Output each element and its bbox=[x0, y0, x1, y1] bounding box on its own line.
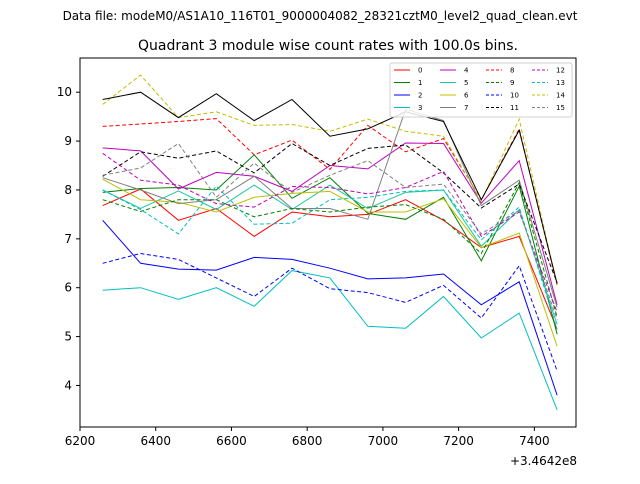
legend-label-14: 14 bbox=[556, 92, 565, 100]
legend-label-1: 1 bbox=[418, 79, 422, 87]
x-tick-label: 7000 bbox=[368, 434, 399, 448]
series-line-3 bbox=[102, 270, 558, 411]
series-line-10 bbox=[102, 252, 558, 371]
y-tick-label: 5 bbox=[64, 330, 72, 344]
series-line-13 bbox=[102, 185, 558, 330]
suptitle: Data file: modeM0/AS1A10_116T01_90000040… bbox=[63, 9, 578, 23]
x-tick-label: 7400 bbox=[519, 434, 550, 448]
y-tick-label: 9 bbox=[64, 134, 72, 148]
y-axis: 4 5 6 7 8 9 10 bbox=[57, 85, 80, 392]
series-line-7 bbox=[102, 108, 558, 308]
series-line-6 bbox=[102, 178, 558, 347]
x-tick-label: 6200 bbox=[65, 434, 96, 448]
series-line-9 bbox=[102, 181, 558, 318]
y-tick-label: 8 bbox=[64, 183, 72, 197]
series-line-15 bbox=[102, 142, 558, 320]
legend-label-0: 0 bbox=[418, 67, 422, 75]
plot-frame bbox=[79, 57, 577, 428]
series-line-1 bbox=[102, 154, 558, 335]
series-layer bbox=[102, 74, 558, 411]
chart-title: Quadrant 3 module wise count rates with … bbox=[138, 38, 518, 54]
legend-label-15: 15 bbox=[556, 104, 565, 112]
x-tick-label: 7200 bbox=[443, 434, 474, 448]
legend-label-9: 9 bbox=[510, 79, 514, 87]
series-line-2 bbox=[102, 219, 558, 396]
legend-label-7: 7 bbox=[464, 104, 468, 112]
legend-label-5: 5 bbox=[464, 79, 468, 87]
legend-label-2: 2 bbox=[418, 92, 422, 100]
series-line-total bbox=[102, 91, 558, 284]
legend-label-13: 13 bbox=[556, 79, 565, 87]
x-axis: 6200 6400 6600 6800 7000 7200 7400 bbox=[65, 427, 550, 448]
x-tick-label: 6400 bbox=[140, 434, 171, 448]
x-tick-label: 6800 bbox=[292, 434, 323, 448]
series-line-12 bbox=[102, 152, 558, 313]
y-tick-label: 7 bbox=[64, 232, 72, 246]
series-line-0 bbox=[102, 188, 558, 330]
series-line-5 bbox=[102, 184, 558, 325]
legend-label-6: 6 bbox=[464, 92, 469, 100]
legend-label-3: 3 bbox=[418, 104, 422, 112]
y-tick-label: 6 bbox=[64, 281, 72, 295]
legend-box bbox=[389, 62, 573, 118]
y-tick-label: 4 bbox=[64, 378, 72, 392]
legend-label-10: 10 bbox=[510, 92, 519, 100]
y-tick-label: 10 bbox=[57, 85, 72, 99]
x-offset-label: +3.4642e8 bbox=[510, 454, 577, 468]
legend-label-12: 12 bbox=[556, 67, 565, 75]
legend-label-4: 4 bbox=[464, 67, 469, 75]
series-line-4 bbox=[102, 142, 558, 305]
legend-label-8: 8 bbox=[510, 67, 514, 75]
x-tick-label: 6600 bbox=[216, 434, 247, 448]
series-line-11 bbox=[102, 142, 558, 283]
legend-label-11: 11 bbox=[510, 104, 519, 112]
